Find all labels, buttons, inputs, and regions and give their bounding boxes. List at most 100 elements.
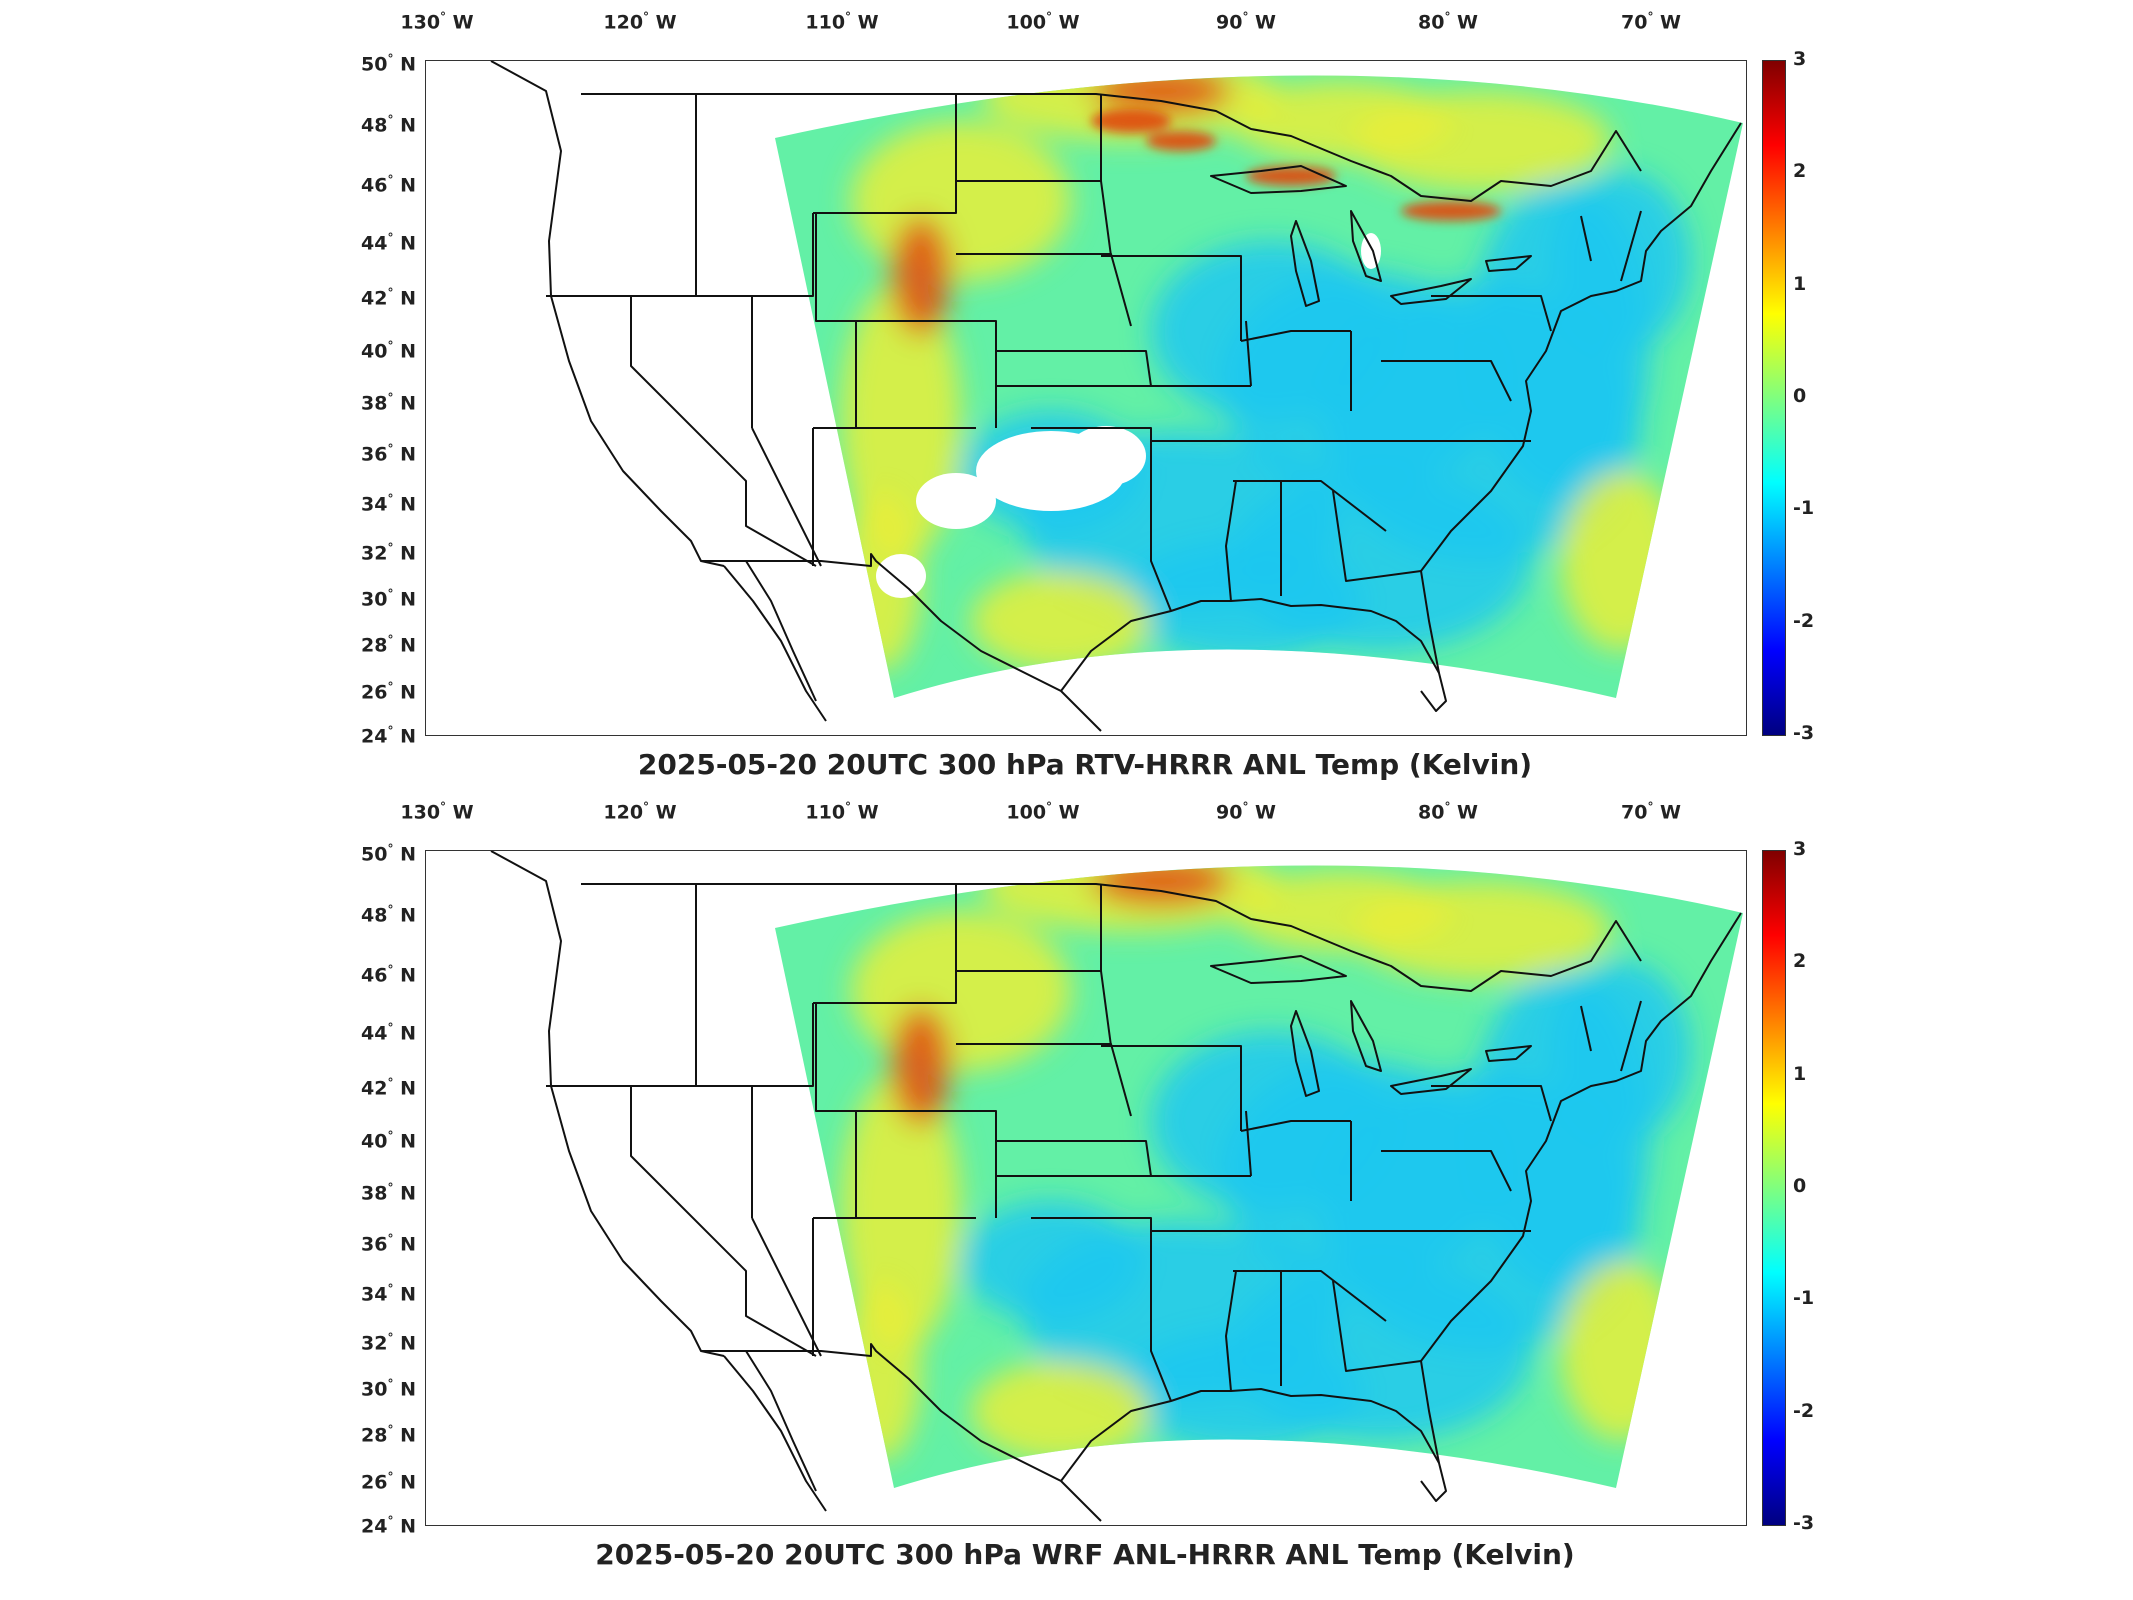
boundary-line — [696, 1003, 814, 1087]
boundary-line — [1101, 1045, 1242, 1131]
lat-tick-label: 44° N — [361, 1021, 416, 1045]
great-lake — [1210, 955, 1347, 984]
lat-tick-label: 50° N — [361, 52, 416, 76]
lat-tick-label: 40° N — [361, 1129, 416, 1153]
boundary-line — [856, 320, 997, 428]
colorbar-tick-label: 0 — [1793, 1175, 1807, 1197]
panel-title-top: 2025-05-20 20UTC 300 hPa RTV-HRRR ANL Te… — [637, 748, 1533, 781]
boundary-line — [1580, 215, 1592, 262]
map-panel-top: 130° W 120° W 110° W 100° W 90° W 80° W 70° W … — [0, 0, 2133, 790]
lat-tick-label: 26° N — [361, 1470, 416, 1494]
boundary-line — [1150, 1231, 1172, 1402]
lat-tick-label: 24° N — [361, 724, 416, 748]
boundary-line — [1431, 295, 1552, 332]
boundary-line — [701, 1343, 1102, 1522]
panel-title-bottom: 2025-05-20 20UTC 300 hPa WRF ANL-HRRR AN… — [595, 1538, 1575, 1571]
boundary-line — [1381, 1150, 1512, 1192]
lat-tick-label: 46° N — [361, 173, 416, 197]
boundary-line — [581, 93, 1642, 202]
boundary-line — [1332, 490, 1422, 582]
boundary-line — [1031, 427, 1251, 442]
lon-tick-label: 130° W — [400, 10, 474, 34]
boundary-line — [1620, 210, 1642, 282]
boundary-line — [723, 1355, 827, 1512]
colorbar-tick-label: 2 — [1793, 950, 1807, 972]
lon-tick-label: 110° W — [805, 10, 879, 34]
great-lake — [1485, 255, 1532, 272]
colorbar-tick-label: -3 — [1793, 1512, 1815, 1534]
lat-tick-label: 48° N — [361, 113, 416, 137]
lon-tick-label: 90° W — [1215, 10, 1277, 34]
lat-tick-label: 28° N — [361, 633, 416, 657]
boundary-line — [1225, 1270, 1237, 1392]
lon-tick-label: 80° W — [1417, 800, 1479, 824]
great-lake — [1350, 210, 1382, 282]
lon-tick-label: 100° W — [1006, 10, 1080, 34]
great-lake — [1390, 278, 1472, 305]
boundary-line — [1381, 360, 1512, 402]
lat-tick-label: 28° N — [361, 1423, 416, 1447]
lon-tick-label: 120° W — [603, 10, 677, 34]
lat-tick-label: 26° N — [361, 680, 416, 704]
boundary-line — [1420, 122, 1742, 674]
lat-tick-label: 30° N — [361, 587, 416, 611]
boundary-line — [701, 553, 1102, 732]
lon-tick-label: 90° W — [1215, 800, 1277, 824]
boundary-line — [1240, 1120, 1351, 1132]
great-lake — [1290, 1010, 1320, 1097]
boundary-line — [696, 213, 814, 297]
boundary-line — [1240, 330, 1351, 342]
colorbar-tick-label: -1 — [1793, 497, 1815, 519]
boundary-line — [1431, 1085, 1552, 1122]
lon-tick-label: 120° W — [603, 800, 677, 824]
lat-tick-label: 46° N — [361, 963, 416, 987]
colorbar-tick-label: -2 — [1793, 1400, 1815, 1422]
lon-tick-label: 80° W — [1417, 10, 1479, 34]
map-frame-bottom — [425, 850, 1747, 1526]
boundary-line — [1245, 1110, 1252, 1177]
colorbar-tick-label: 1 — [1793, 273, 1807, 295]
missing-data-patch — [1361, 233, 1381, 269]
colorbar-tick-label: 1 — [1793, 1063, 1807, 1085]
colorbar-bottom — [1762, 850, 1786, 1526]
boundary-line — [996, 350, 1152, 387]
missing-data-patch — [916, 473, 996, 529]
boundary-line — [490, 851, 725, 1357]
boundary-line — [751, 427, 822, 567]
boundary-line — [745, 560, 817, 702]
boundary-line — [956, 1043, 1132, 1117]
boundary-line — [745, 1350, 817, 1492]
great-lake — [1485, 1045, 1532, 1062]
lat-tick-label: 24° N — [361, 1514, 416, 1538]
boundary-line — [815, 213, 857, 428]
map-svg-bottom — [490, 851, 1743, 1522]
anomaly-field — [841, 75, 1691, 671]
lat-tick-label: 36° N — [361, 442, 416, 466]
boundary-line — [490, 61, 725, 567]
lon-tick-label: 100° W — [1006, 800, 1080, 824]
boundary-line — [751, 1217, 822, 1357]
boundary-line — [1101, 255, 1242, 341]
great-lake — [1350, 1000, 1382, 1072]
boundary-line — [1225, 480, 1237, 602]
boundary-line — [815, 1003, 857, 1218]
boundary-line — [1332, 1280, 1422, 1372]
map-frame-top — [425, 60, 1747, 736]
boundary-line — [1150, 441, 1172, 612]
boundary-line — [1031, 1217, 1251, 1232]
colorbar-tick-label: -3 — [1793, 722, 1815, 744]
lat-tick-label: 32° N — [361, 1331, 416, 1355]
lat-tick-label: 40° N — [361, 339, 416, 363]
lat-tick-label: 36° N — [361, 1232, 416, 1256]
boundary-line — [630, 1086, 817, 1357]
lat-tick-label: 42° N — [361, 286, 416, 310]
boundary-line — [996, 1140, 1152, 1177]
boundary-line — [856, 1110, 997, 1218]
boundary-line — [955, 180, 1112, 257]
colorbar-tick-label: 0 — [1793, 385, 1807, 407]
colorbar-top — [1762, 60, 1786, 736]
boundary-line — [630, 296, 817, 567]
missing-data-patch — [1066, 426, 1146, 486]
colorbar-tick-label: -2 — [1793, 610, 1815, 632]
great-lake — [1210, 165, 1347, 194]
